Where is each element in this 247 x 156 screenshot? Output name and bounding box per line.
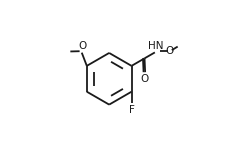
Text: O: O xyxy=(78,41,86,51)
Text: O: O xyxy=(166,46,174,56)
Text: F: F xyxy=(129,105,134,115)
Text: O: O xyxy=(141,74,149,84)
Text: HN: HN xyxy=(148,41,163,51)
